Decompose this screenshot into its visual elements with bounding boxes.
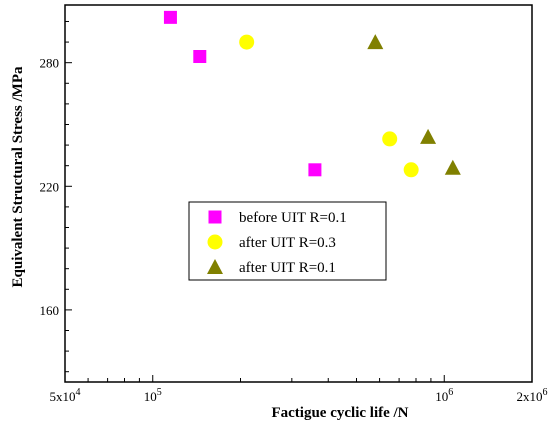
data-point-series-2 — [239, 34, 255, 50]
legend-label-3: after UIT R=0.1 — [239, 260, 336, 276]
x-axis-ticks: 5x104 105 106 2x106 — [50, 375, 548, 404]
plot-border — [64, 4, 533, 383]
data-point-series-1 — [193, 50, 207, 64]
x-axis-label: Factigue cyclic life /N — [271, 405, 408, 421]
y-tick-label: 220 — [40, 179, 60, 194]
plot-frame — [64, 4, 533, 383]
data-point-series-3 — [367, 34, 384, 50]
x-tick-label: 2x106 — [517, 387, 548, 404]
data-point-series-1 — [163, 10, 177, 24]
legend-marker-1 — [208, 210, 222, 224]
y-axis-ticks: 160 220 280 — [40, 20, 72, 373]
legend-label-1: before UIT R=0.1 — [239, 210, 347, 226]
data-point-series-1 — [308, 163, 322, 177]
legend: before UIT R=0.1 after UIT R=0.3 after UIT… — [188, 201, 387, 281]
legend-marker-3 — [207, 259, 223, 274]
y-tick-label: 280 — [40, 56, 60, 71]
data-points — [163, 10, 461, 178]
legend-label-2: after UIT R=0.3 — [239, 235, 336, 251]
data-point-series-2 — [382, 131, 398, 147]
x-tick-label: 105 — [144, 387, 162, 404]
y-tick-label: 160 — [40, 303, 60, 318]
legend-marker-2 — [207, 234, 223, 250]
data-point-series-3 — [444, 159, 461, 175]
y-axis-label: Equivalent Structural Stress /MPa — [10, 66, 26, 287]
x-tick-label: 5x104 — [50, 387, 81, 404]
x-tick-label: 106 — [435, 387, 453, 404]
data-point-series-3 — [420, 128, 437, 144]
data-point-series-2 — [403, 162, 419, 178]
